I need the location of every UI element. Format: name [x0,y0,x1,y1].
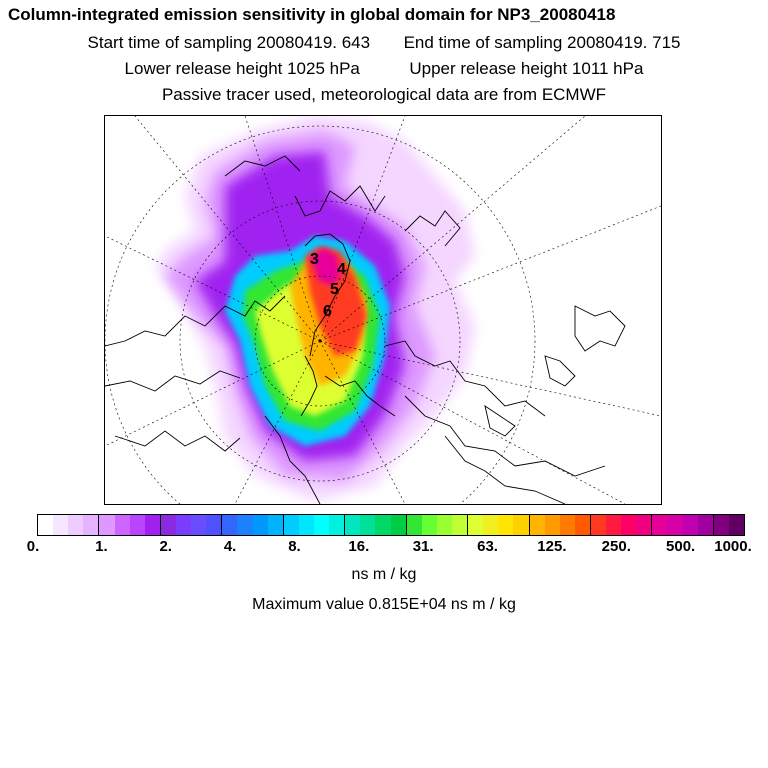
colorbar-tick-label: 31. [412,538,434,555]
colorbar-swatch [559,515,575,535]
colorbar-tick-label: 125. [537,538,567,555]
colorbar-swatch [713,515,729,535]
colorbar-swatch [421,515,437,535]
release-point-labels: 3 4 5 6 [310,251,346,320]
coastlines [105,155,626,504]
colorbar-swatch [53,515,69,535]
lat-lon-grid [105,116,661,504]
colorbar-tick-label: 1000. [714,538,752,555]
tracer-note: Passive tracer used, meteorological data… [161,85,607,104]
start-time: Start time of sampling 20080419. 643 [87,33,371,52]
colorbar-swatch [728,515,745,535]
point-label-5: 5 [330,281,339,298]
colorbar-swatch [99,515,115,535]
colorbar-swatch [636,515,653,535]
colorbar-tick-label: 4. [223,538,237,555]
colorbar-swatch [483,515,499,535]
colorbar-swatch [206,515,223,535]
colorbar-tick-label: 16. [348,538,370,555]
colorbar-swatch [544,515,560,535]
colorbar-swatch [329,515,346,535]
colorbar-swatch [298,515,314,535]
colorbar-swatch [144,515,161,535]
upper-release-height: Upper release height 1011 hPa [409,59,644,78]
colorbar-swatch [468,515,484,535]
colorbar-swatch [267,515,284,535]
colorbar-tick-label: 0. [26,538,40,555]
colorbar-swatch [621,515,637,535]
colorbar-swatch [129,515,145,535]
colorbar-swatch [237,515,253,535]
colorbar-swatch [606,515,622,535]
colorbar-swatch [375,515,391,535]
colorbar-swatch [436,515,452,535]
sensitivity-plume [155,116,475,501]
colorbar-tick-label: 1. [95,538,108,555]
colorbar-swatch [697,515,714,535]
map-canvas: 3 4 5 6 [105,116,661,504]
colorbar-swatch [222,515,238,535]
colorbar-swatch [406,515,422,535]
colorbar-swatch [590,515,607,535]
point-label-3: 3 [310,251,319,268]
plot-title: Column-integrated emission sensitivity i… [8,5,616,24]
colorbar-swatch [652,515,668,535]
colorbar-swatch [513,515,530,535]
colorbar-swatch [390,515,407,535]
maximum-value: Maximum value 0.815E+04 ns m / kg [252,596,516,613]
colorbar-swatch [191,515,207,535]
colorbar-tick-label: 63. [477,538,498,555]
colorbar-tick-label: 250. [601,538,631,555]
colorbar-swatch [667,515,683,535]
lower-release-height: Lower release height 1025 hPa [124,59,360,78]
colorbar-swatch [360,515,376,535]
colorbar-swatch [252,515,268,535]
colorbar-swatch [83,515,100,535]
colorbar-swatch [529,515,545,535]
colorbar-swatch [114,515,130,535]
colorbar-units: ns m / kg [351,566,417,583]
colorbar-tick-label: 500. [666,538,696,555]
colorbar-swatch [68,515,84,535]
colorbar-swatch [682,515,698,535]
colorbar-swatch [38,515,54,535]
colorbar-swatch [345,515,361,535]
colorbar-swatch [283,515,299,535]
colorbar-swatch [160,515,176,535]
end-time: End time of sampling 20080419. 715 [403,33,681,52]
colorbar-swatch [313,515,330,535]
release-height-line: Lower release height 1025 hPa Upper rele… [0,59,768,79]
emission-sensitivity-map: 3 4 5 6 [104,115,662,505]
colorbar-swatch [574,515,591,535]
colorbar-swatch [175,515,192,535]
colorbar-swatch [498,515,514,535]
point-label-6: 6 [323,303,332,320]
colorbar-tick-label: 2. [159,538,172,555]
colorbar-swatch [451,515,469,535]
colorbar-tick-label: 8. [288,538,301,555]
point-label-4: 4 [337,261,346,278]
colorbar [37,514,745,536]
sampling-time-line: Start time of sampling 20080419. 643 End… [0,33,768,53]
